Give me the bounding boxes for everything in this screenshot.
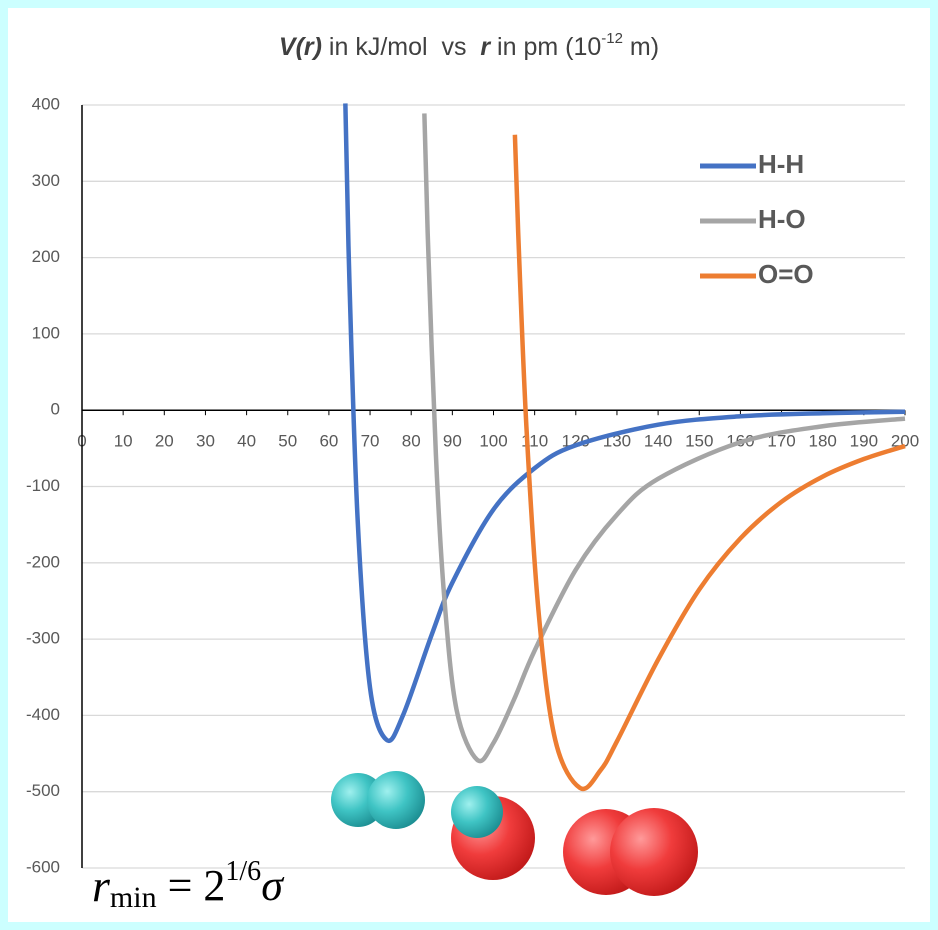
x-tick-label: 80 — [402, 432, 421, 451]
x-tick-label: 90 — [443, 432, 462, 451]
y-tick-label: -100 — [26, 476, 60, 495]
y-tick-label: -200 — [26, 552, 60, 571]
y-tick-label: -300 — [26, 629, 60, 648]
x-tick-label: 10 — [114, 432, 133, 451]
panel — [8, 8, 930, 922]
legend: H-H H-O O=O — [700, 149, 814, 289]
h-atom — [451, 786, 503, 838]
x-tick-label: 100 — [479, 432, 507, 451]
title-part: m) — [623, 33, 659, 61]
legend-label: H-H — [758, 149, 804, 179]
title-part: -12 — [601, 30, 623, 47]
curves — [343, 103, 906, 792]
annotation-part: min — [110, 881, 157, 914]
series-line — [422, 113, 906, 764]
annotation-part: r — [92, 860, 111, 911]
y-tick-label: 300 — [32, 171, 60, 190]
title-part: in pm (10 — [490, 33, 601, 61]
y-tick-label: 400 — [32, 94, 60, 113]
x-tick-label: 60 — [319, 432, 338, 451]
molecules — [331, 771, 698, 896]
title-part: in kJ/mol vs — [322, 33, 480, 61]
annotation-part: σ — [261, 861, 285, 910]
y-tick-label: 100 — [32, 323, 60, 342]
x-tick-label: 170 — [767, 432, 795, 451]
annotation: rmin = 21/6σ — [92, 856, 285, 913]
title-part: V(r) — [279, 33, 322, 61]
x-tick-label: 30 — [196, 432, 215, 451]
series-line — [512, 134, 906, 792]
x-tick-label: 150 — [685, 432, 713, 451]
h-atom — [367, 771, 425, 829]
x-tick-label: 40 — [237, 432, 256, 451]
y-tick-label: -400 — [26, 705, 60, 724]
annotation-part: = 2 — [157, 861, 226, 910]
o-atom — [610, 808, 698, 896]
x-tick-label: 70 — [361, 432, 380, 451]
x-tick-label: 190 — [850, 432, 878, 451]
series-line — [343, 103, 906, 744]
y-tick-label: -600 — [26, 857, 60, 876]
annotation-part: 1/6 — [225, 856, 261, 887]
title-part: r — [480, 33, 491, 61]
legend-label: O=O — [758, 259, 814, 289]
chart-title: V(r) in kJ/mol vs r in pm (10-12 m) — [279, 30, 659, 61]
y-tick-label: 200 — [32, 247, 60, 266]
x-tick-label: 180 — [809, 432, 837, 451]
y-tick-label: -500 — [26, 781, 60, 800]
x-tick-label: 140 — [644, 432, 672, 451]
y-tick-label: 0 — [51, 400, 60, 419]
grid: 4003002001000-100-200-300-400-500-600010… — [26, 94, 919, 876]
legend-label: H-O — [758, 204, 806, 234]
x-tick-label: 20 — [155, 432, 174, 451]
x-tick-label: 50 — [278, 432, 297, 451]
